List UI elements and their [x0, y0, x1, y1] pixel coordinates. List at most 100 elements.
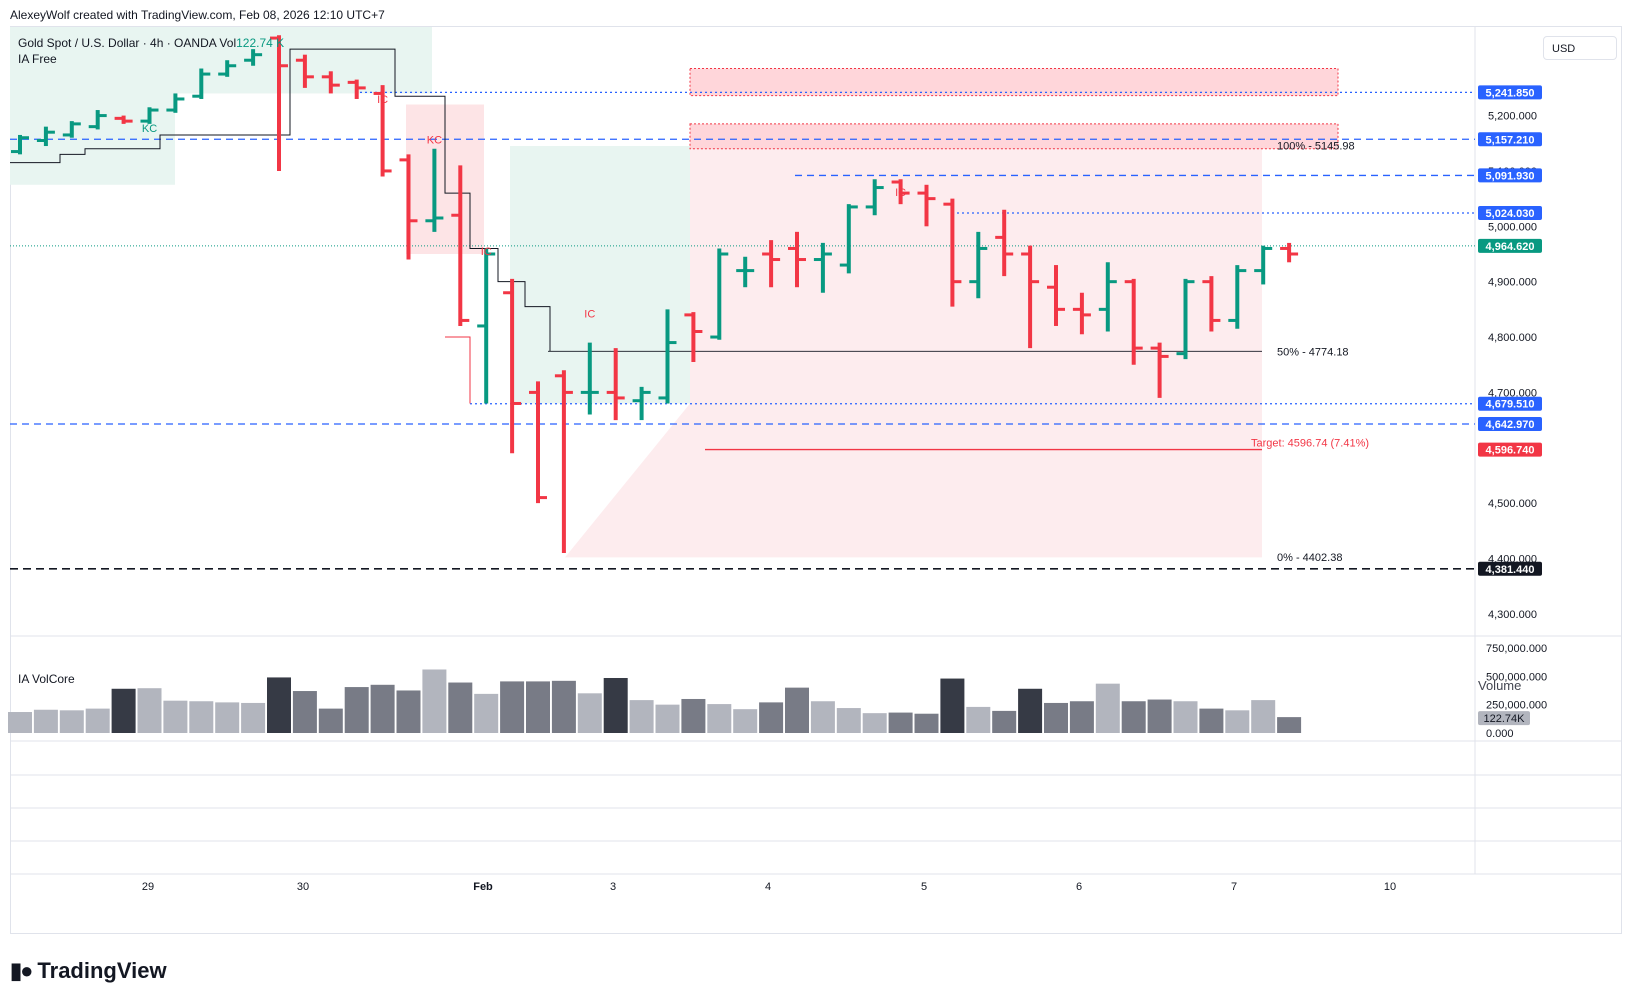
volume-bar [836, 708, 861, 733]
bars-layer [11, 35, 1299, 553]
chart-legend: Gold Spot / U.S. Dollar · 4h · OANDA Vol… [18, 35, 284, 67]
tradingview-logo[interactable]: ▮● TradingView [10, 958, 167, 984]
ohlc-bar [36, 126, 55, 147]
volume-bar [526, 681, 550, 733]
volume-bar [577, 693, 602, 733]
volume-bar [914, 713, 939, 733]
ohlc-bar [1047, 265, 1065, 326]
target-label: Target: 4596.74 (7.41%) [1251, 438, 1369, 450]
volume-bar [888, 712, 913, 733]
volume-y-tick: 750,000.000 [1486, 643, 1547, 655]
ohlc-bar [114, 115, 133, 124]
ohlc-bar [1280, 242, 1299, 263]
volume-bar [500, 681, 525, 733]
volume-bar [603, 677, 628, 733]
y-tick-label: 5,000.000 [1488, 221, 1537, 233]
volume-bar [163, 700, 188, 733]
ohlc-bar [969, 231, 988, 299]
price-label-box [1478, 396, 1542, 411]
volume-layer [8, 669, 1302, 733]
price-label-box [1478, 416, 1542, 431]
volume-bar [474, 693, 499, 733]
volume-bar [629, 700, 654, 733]
volume-bar [33, 709, 58, 733]
fib-label: 50% - 4774.18 [1277, 346, 1349, 358]
price-label-box [1478, 206, 1542, 221]
volume-bar [8, 712, 32, 733]
signal-marker: KC [142, 123, 157, 135]
volume-bar [1199, 708, 1224, 733]
volume-bar [551, 680, 576, 733]
ohlc-bar [477, 248, 496, 404]
volume-bar [992, 710, 1017, 733]
price-label-box [1478, 168, 1542, 183]
vol-prefix: Vol [219, 36, 237, 50]
ohlc-bar [606, 348, 625, 421]
x-tick-label: 10 [1384, 881, 1396, 893]
indicator-name[interactable]: IA Free [18, 52, 57, 66]
price-label-box [1478, 85, 1542, 100]
ohlc-bar [1098, 262, 1117, 332]
green-zone [10, 27, 175, 185]
ohlc-bar [1072, 292, 1091, 335]
x-tick-label: Feb [473, 881, 493, 893]
volume-bar [707, 704, 732, 733]
currency-button[interactable]: USD [1543, 36, 1617, 60]
signal-marker: IC [895, 187, 906, 199]
volume-bar [1069, 701, 1094, 733]
volume-y-tick: 250,000.000 [1486, 700, 1547, 712]
ohlc-bar [399, 154, 418, 260]
price-label: 5,024.030 [1486, 208, 1535, 220]
ohlc-bar [995, 209, 1014, 277]
volume-indicator-name[interactable]: IA VolCore [18, 672, 75, 686]
ohlc-bar [244, 49, 263, 66]
ohlc-bar [1176, 278, 1195, 360]
volume-bar [785, 687, 809, 733]
y-tick-label: 4,300.000 [1488, 609, 1537, 621]
volume-bar [370, 684, 395, 733]
fib-label: 100% - 5145.98 [1277, 140, 1355, 152]
y-tick-label: 4,500.000 [1488, 498, 1537, 510]
ohlc-bar [1021, 245, 1040, 349]
price-label: 5,157.210 [1486, 134, 1535, 146]
ohlc-bar [321, 71, 340, 94]
volume-bar [810, 701, 835, 733]
volume-bar [59, 710, 84, 733]
y-tick-label: 5,200.000 [1488, 111, 1537, 123]
ohlc-bar [166, 93, 185, 113]
tradingview-logo-icon: ▮● [10, 958, 33, 983]
symbol-title[interactable]: Gold Spot / U.S. Dollar · 4h · OANDA [18, 36, 217, 50]
volume-bar [111, 688, 136, 733]
volume-bar [1018, 688, 1043, 733]
ohlc-bar [710, 248, 729, 340]
ohlc-bar [1150, 342, 1169, 398]
price-label: 4,381.440 [1486, 564, 1535, 576]
ohlc-bar [891, 179, 910, 205]
ohlc-bar [529, 381, 547, 504]
supply-zone [689, 123, 1339, 150]
x-tick-label: 29 [142, 881, 154, 893]
volume-bar [1095, 683, 1120, 733]
ohlc-bar [425, 148, 444, 232]
volume-bar [1277, 717, 1302, 733]
ohlc-bar [762, 240, 781, 288]
ohlc-bar [347, 79, 366, 99]
volume-bar [759, 702, 784, 733]
y-tick-label: 4,700.000 [1488, 387, 1537, 399]
ohlc-bar [580, 342, 599, 415]
vol-value: 122.74 K [236, 36, 285, 50]
volume-bar [681, 698, 706, 733]
ohlc-bar [1254, 245, 1273, 285]
volume-bar [1173, 701, 1198, 733]
chart-frame [10, 26, 1622, 934]
signal-marker: IC [377, 94, 388, 106]
ohlc-bar [1202, 276, 1221, 332]
ohlc-bar [788, 231, 806, 288]
volume-current-box [1478, 711, 1530, 726]
y-tick-label: 4,900.000 [1488, 277, 1537, 289]
volume-bar [422, 669, 447, 733]
ohlc-bar [658, 309, 677, 404]
volume-y-tick: 500,000.000 [1486, 671, 1547, 683]
x-tick-label: 7 [1231, 881, 1237, 893]
